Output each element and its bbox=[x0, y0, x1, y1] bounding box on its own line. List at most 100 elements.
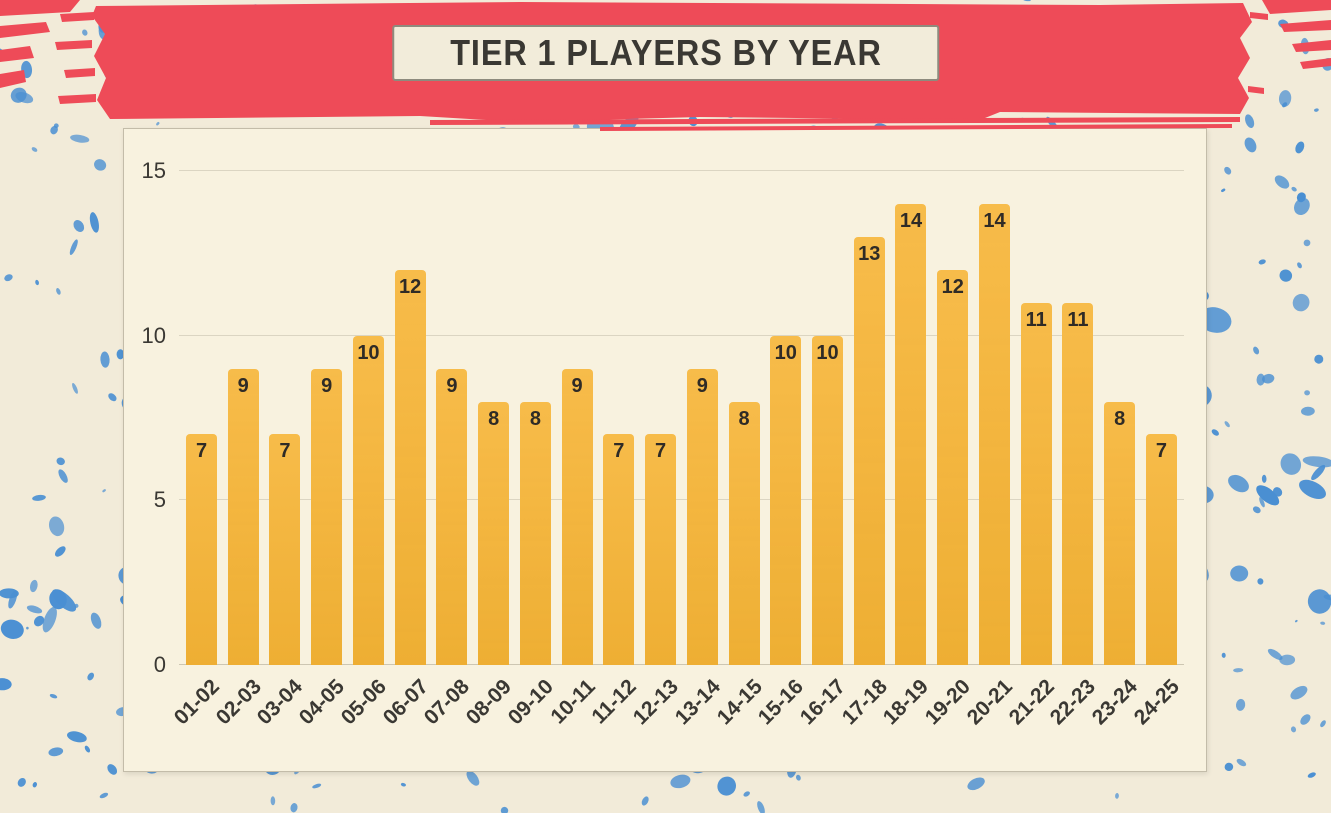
gridline bbox=[179, 499, 1184, 501]
bar-slot: 7 01-02 bbox=[170, 171, 224, 729]
y-tick-label: 10 bbox=[141, 322, 166, 348]
y-tick-label: 15 bbox=[141, 158, 166, 183]
chart-title: TIER 1 PLAYERS BY YEAR bbox=[449, 32, 882, 73]
bar-10-11: 9 bbox=[561, 368, 593, 665]
y-tick-label: 5 bbox=[153, 487, 166, 513]
x-axis-label: 20-21 bbox=[962, 675, 1017, 730]
bar-slot: 7 03-04 bbox=[253, 171, 307, 729]
bar-series: 7 01-02 9 02-03 7 03-04 9 04-05 10 05-06 12 06-07 9 0… bbox=[170, 171, 1184, 729]
x-axis-label: 03-04 bbox=[253, 675, 308, 730]
bar-slot: 11 22-23 bbox=[1046, 171, 1100, 729]
bar-05-06: 10 bbox=[352, 335, 384, 665]
plot-area: 0 5 10 15 7 01-02 9 02-03 7 03-04 9 04-05 10 05-06 12 0… bbox=[142, 160, 1184, 729]
bar-14-15: 8 bbox=[728, 401, 760, 665]
bar-24-25: 7 bbox=[1145, 434, 1177, 665]
x-axis-label: 02-03 bbox=[211, 675, 266, 730]
bar-value-label: 10 bbox=[816, 341, 839, 364]
x-axis-label: 16-17 bbox=[795, 675, 850, 730]
bar-11-12: 7 bbox=[603, 434, 635, 665]
bar-slot: 9 02-03 bbox=[211, 171, 266, 729]
bar-18-19: 14 bbox=[895, 203, 927, 665]
bar-value-label: 7 bbox=[279, 440, 291, 463]
bar-slot: 9 04-05 bbox=[295, 171, 349, 729]
bar-19-20: 12 bbox=[937, 269, 969, 665]
bar-21-22: 11 bbox=[1020, 302, 1052, 665]
bar-slot: 8 09-10 bbox=[504, 171, 558, 729]
bar-08-09: 8 bbox=[478, 401, 510, 665]
gridline bbox=[179, 334, 1184, 336]
bar-value-label: 11 bbox=[1025, 308, 1047, 331]
bar-06-07: 12 bbox=[394, 269, 426, 665]
bar-value-label: 10 bbox=[357, 341, 380, 364]
bar-slot: 10 15-16 bbox=[754, 171, 808, 729]
y-tick-label: 0 bbox=[153, 652, 166, 677]
x-axis-label: 07-08 bbox=[420, 675, 475, 730]
bar-slot: 10 05-06 bbox=[337, 171, 391, 729]
bar-value-label: 9 bbox=[446, 374, 458, 397]
bar-slot: 12 19-20 bbox=[921, 171, 975, 729]
x-axis-label: 11-12 bbox=[587, 675, 642, 729]
bar-slot: 9 13-14 bbox=[671, 171, 725, 729]
bar-09-10: 8 bbox=[519, 401, 551, 665]
gridline bbox=[179, 170, 1184, 171]
bar-22-23: 11 bbox=[1062, 302, 1094, 665]
chart-panel: 0 5 10 15 7 01-02 9 02-03 7 03-04 9 04-05 10 05-06 12 0… bbox=[123, 128, 1207, 772]
x-axis-label: 17-18 bbox=[837, 675, 892, 730]
bar-value-label: 9 bbox=[696, 374, 708, 397]
bar-slot: 10 16-17 bbox=[796, 171, 850, 729]
bar-slot: 14 20-21 bbox=[963, 171, 1017, 729]
bar-slot: 7 24-25 bbox=[1130, 171, 1184, 729]
bar-slot: 13 17-18 bbox=[837, 171, 892, 729]
bar-value-label: 11 bbox=[1067, 308, 1089, 331]
x-axis-label: 05-06 bbox=[336, 675, 391, 730]
title-box: TIER 1 PLAYERS BY YEAR bbox=[391, 25, 940, 81]
bar-value-label: 12 bbox=[399, 275, 422, 298]
bar-slot: 7 11-12 bbox=[588, 171, 641, 728]
x-axis-line bbox=[179, 664, 1184, 665]
bar-value-label: 7 bbox=[613, 440, 625, 463]
x-axis-label: 09-10 bbox=[503, 675, 558, 730]
bar-value-label: 7 bbox=[195, 440, 208, 463]
bar-12-13: 7 bbox=[645, 434, 677, 665]
bar-value-label: 8 bbox=[1114, 407, 1126, 430]
x-axis-label: 08-09 bbox=[461, 675, 517, 730]
x-axis-label: 15-16 bbox=[753, 675, 809, 730]
x-axis-label: 10-11 bbox=[546, 675, 600, 729]
x-axis-label: 24-25 bbox=[1129, 675, 1184, 730]
bar-17-18: 13 bbox=[853, 236, 885, 665]
x-axis-label: 22-23 bbox=[1046, 675, 1101, 730]
x-axis-label: 21-22 bbox=[1004, 675, 1059, 730]
x-axis-label: 23-24 bbox=[1087, 675, 1143, 730]
bar-value-label: 9 bbox=[321, 374, 333, 397]
bar-slot: 9 07-08 bbox=[420, 171, 474, 729]
bar-slot: 8 23-24 bbox=[1088, 171, 1142, 729]
bar-value-label: 13 bbox=[858, 242, 881, 265]
bar-07-08: 9 bbox=[436, 368, 468, 665]
bar-slot: 8 08-09 bbox=[462, 171, 516, 729]
x-axis-label: 12-13 bbox=[628, 675, 684, 730]
bar-16-17: 10 bbox=[812, 335, 844, 665]
bar-value-label: 12 bbox=[941, 275, 964, 298]
bar-01-02: 7 bbox=[186, 434, 217, 665]
bar-value-label: 8 bbox=[488, 407, 500, 430]
bar-slot: 7 12-13 bbox=[629, 171, 683, 729]
x-axis-label: 19-20 bbox=[920, 675, 976, 730]
bar-15-16: 10 bbox=[770, 335, 802, 665]
bar-slot: 11 21-22 bbox=[1004, 171, 1059, 729]
bar-04-05: 9 bbox=[311, 368, 343, 665]
x-axis-label: 06-07 bbox=[378, 675, 433, 730]
bar-13-14: 9 bbox=[686, 368, 718, 665]
x-axis-label: 18-19 bbox=[879, 675, 934, 730]
bar-23-24: 8 bbox=[1104, 401, 1136, 665]
bar-03-04: 7 bbox=[269, 434, 301, 665]
x-axis-label: 01-02 bbox=[169, 675, 224, 730]
bar-slot: 14 18-19 bbox=[879, 171, 933, 729]
bar-value-label: 10 bbox=[774, 341, 797, 364]
bar-value-label: 8 bbox=[529, 407, 541, 430]
bar-slot: 9 10-11 bbox=[546, 171, 600, 728]
x-axis-label: 04-05 bbox=[294, 675, 350, 730]
bar-value-label: 9 bbox=[571, 374, 583, 397]
bar-value-label: 8 bbox=[738, 407, 750, 430]
bar-20-21: 14 bbox=[978, 203, 1010, 665]
